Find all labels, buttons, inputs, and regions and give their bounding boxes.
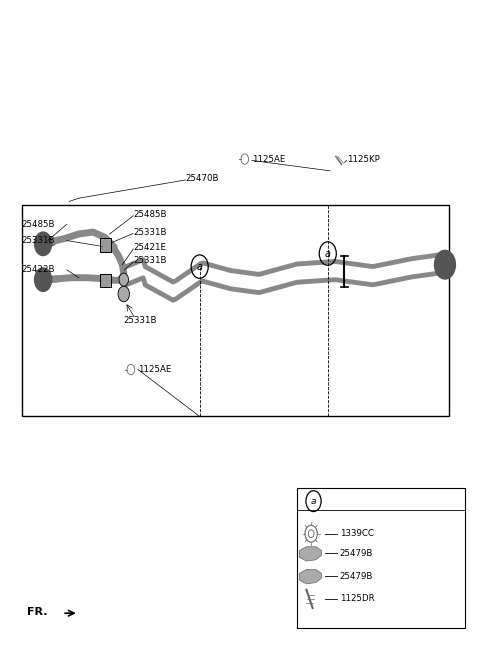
FancyBboxPatch shape [22,205,449,417]
Text: a: a [197,261,203,271]
Text: 25479B: 25479B [340,572,373,581]
Text: 1339CC: 1339CC [340,529,373,538]
Text: a: a [325,248,331,259]
FancyBboxPatch shape [99,238,111,252]
Text: FR.: FR. [26,607,47,617]
Polygon shape [300,570,322,584]
Text: 25421E: 25421E [133,243,166,252]
Circle shape [434,250,456,279]
Text: 1125AE: 1125AE [252,154,285,164]
Text: 25331B: 25331B [22,236,55,245]
Polygon shape [300,547,322,561]
Text: 25331B: 25331B [133,227,167,237]
FancyBboxPatch shape [297,488,466,628]
Text: 25331B: 25331B [133,256,167,265]
Circle shape [35,232,52,256]
Text: 1125KP: 1125KP [347,154,380,164]
Circle shape [119,273,129,286]
Text: 25485B: 25485B [133,210,167,219]
Circle shape [118,286,130,302]
Text: 25485B: 25485B [22,220,55,229]
Text: a: a [311,497,316,506]
Text: 25331B: 25331B [124,316,157,325]
Circle shape [35,268,52,291]
Text: 1125AE: 1125AE [138,365,171,374]
Text: 25470B: 25470B [185,174,219,183]
Text: 1125DR: 1125DR [340,595,374,603]
Text: 25422B: 25422B [22,265,55,275]
Text: 25479B: 25479B [340,549,373,558]
FancyBboxPatch shape [99,274,111,287]
